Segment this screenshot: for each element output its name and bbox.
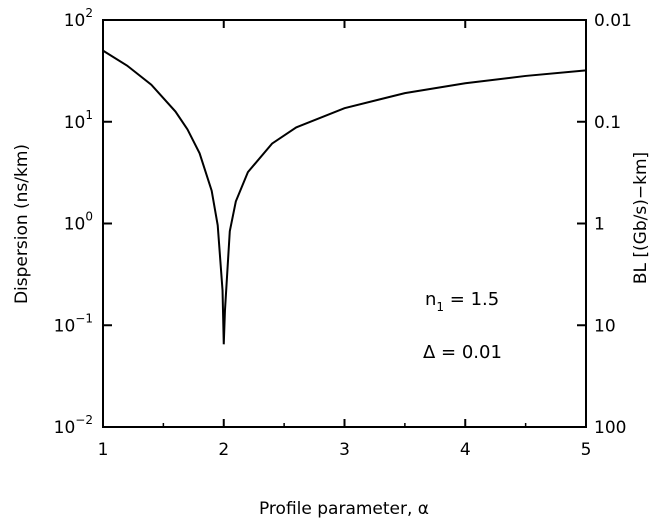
y-right-tick-label: 0.01 xyxy=(594,11,632,31)
annotation-delta: Δ = 0.01 xyxy=(423,342,502,363)
y-axis-right-label: BL [(Gb/s)−km] xyxy=(631,152,651,284)
y-tick-label: 100 xyxy=(64,210,93,235)
y-tick-label: 101 xyxy=(64,108,93,133)
x-tick-label: 1 xyxy=(98,440,109,460)
y-tick-label: 10−2 xyxy=(54,413,93,438)
plot-frame xyxy=(102,19,587,428)
annotation-n1: n1 = 1.5 xyxy=(425,289,499,314)
y-tick-label: 10−1 xyxy=(54,311,93,336)
dispersion-curve xyxy=(102,49,587,345)
x-axis-ticks: 1 2 3 4 5 xyxy=(98,20,592,460)
x-tick-label: 2 xyxy=(218,440,229,460)
y-axis-left-ticks: 10−2 10−1 100 101 102 xyxy=(54,6,112,438)
y-tick-label: 102 xyxy=(64,6,93,31)
y-right-tick-label: 100 xyxy=(594,418,626,438)
x-tick-label: 4 xyxy=(460,440,471,460)
y-right-tick-label: 1 xyxy=(594,215,605,235)
y-right-tick-label: 10 xyxy=(594,316,616,336)
y-axis-left-label: Dispersion (ns/km) xyxy=(12,144,32,304)
y-right-tick-label: 0.1 xyxy=(594,113,621,133)
x-tick-label: 5 xyxy=(581,440,592,460)
x-axis-label: Profile parameter, α xyxy=(259,499,429,519)
x-tick-label: 3 xyxy=(339,440,350,460)
y-axis-right-ticks: 0.01 0.1 1 10 100 xyxy=(577,11,632,438)
